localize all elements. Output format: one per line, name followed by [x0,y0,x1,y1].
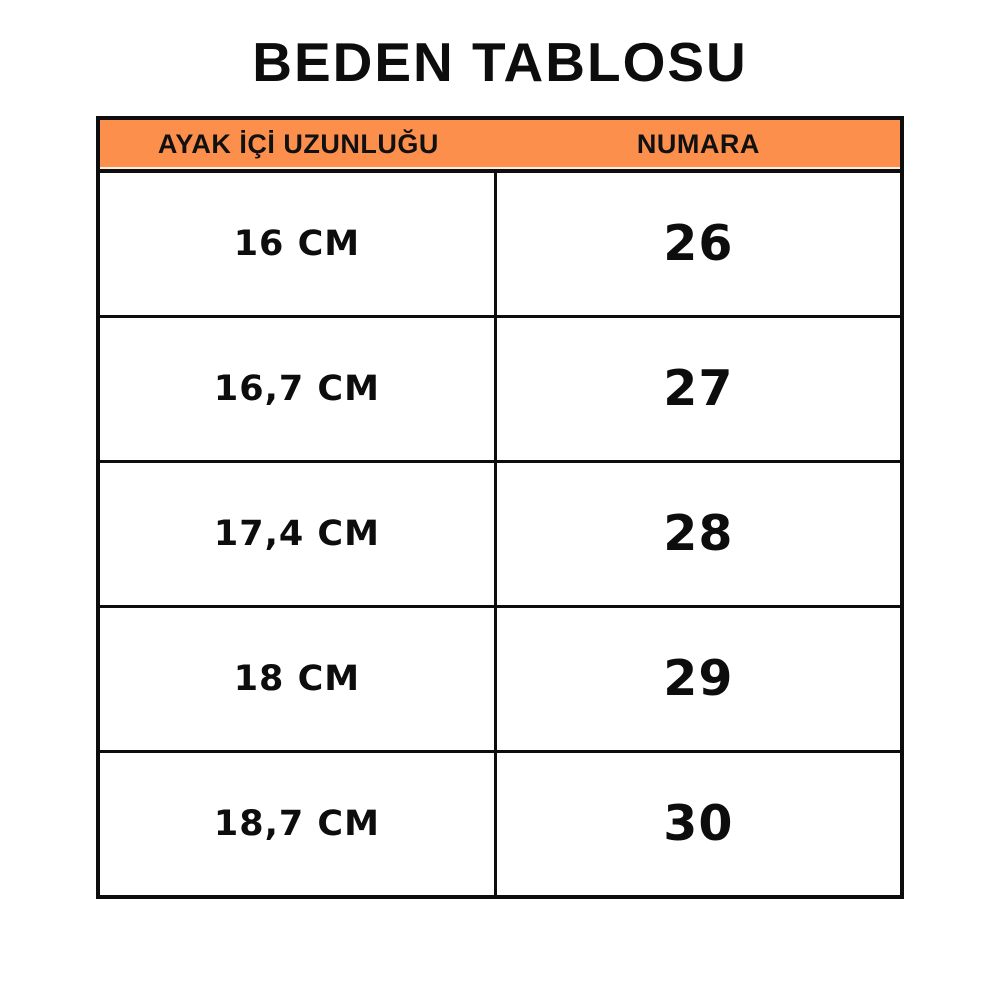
cell-size: 29 [663,650,734,708]
cell-size: 30 [663,795,734,853]
cell-length: 18 CM [100,607,497,750]
size-table: AYAK İÇİ UZUNLUĞU NUMARA 16 CM 26 16,7 C… [96,115,904,899]
table-row: 18,7 CM 30 [100,749,900,895]
table-row: 16,7 CM 27 [100,314,900,460]
header-cell-length: AYAK İÇİ UZUNLUĞU [157,128,439,159]
cell-length: 18,7 CM [100,752,497,895]
page-title: BEDEN TABLOSU [252,31,748,93]
cell-length: 16 CM [100,172,497,315]
table-header: AYAK İÇİ UZUNLUĞU NUMARA [100,119,900,173]
cell-length: 16,7 CM [100,317,497,460]
cell-length: 17,4 CM [100,462,497,605]
header-cell-size: NUMARA [636,128,760,159]
table-row: 18 CM 29 [100,604,900,750]
table-row: 17,4 CM 28 [100,459,900,605]
cell-size: 26 [663,215,734,273]
cell-size: 28 [663,505,734,563]
table-row: 16 CM 26 [100,172,900,315]
cell-size: 27 [663,360,734,418]
